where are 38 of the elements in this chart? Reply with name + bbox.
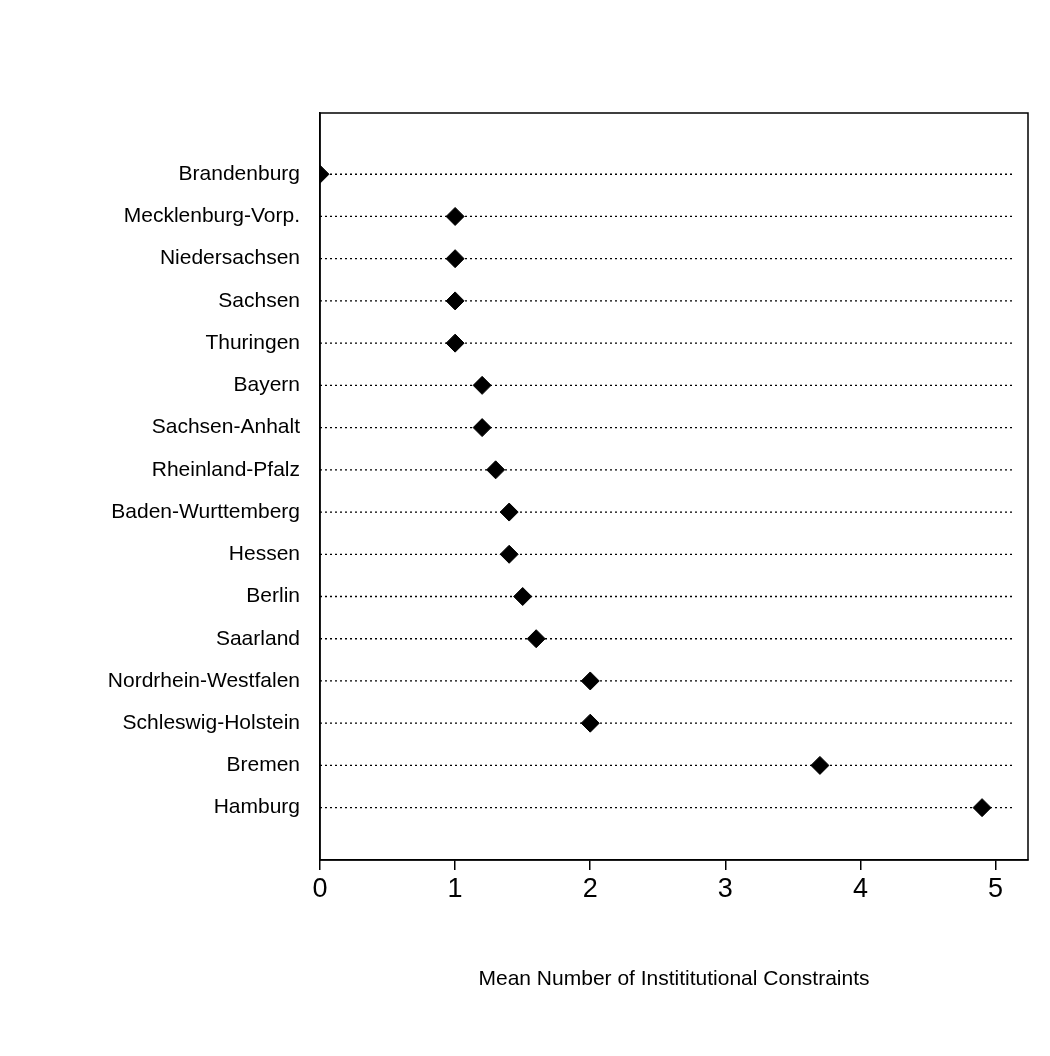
point: [445, 333, 465, 353]
y-tick-label: Hessen: [228, 541, 300, 565]
point: [499, 502, 519, 522]
point: [499, 544, 519, 564]
point: [472, 418, 492, 438]
point: [526, 629, 546, 649]
y-tick-label: Brandenburg: [178, 161, 300, 185]
point: [445, 206, 465, 226]
y-tick-label: Sachsen: [218, 287, 300, 311]
x-tick-label: 2: [582, 872, 598, 903]
x-tick-label: 5: [988, 872, 1004, 903]
x-tick-label: 3: [717, 872, 733, 903]
y-tick-label: Baden-Wurttemberg: [111, 498, 300, 522]
x-tick-label: 1: [447, 872, 463, 903]
y-tick-label: Berlin: [246, 583, 300, 607]
point: [445, 249, 465, 269]
point: [580, 671, 600, 691]
y-tick-label: Niedersachsen: [159, 245, 300, 269]
y-tick-label: Sachsen-Anhalt: [151, 414, 301, 438]
y-tick-label: Schleswig-Holstein: [122, 709, 300, 733]
point: [580, 713, 600, 733]
x-tick-label: 0: [312, 872, 328, 903]
y-tick-label: Bayern: [233, 372, 300, 396]
y-tick-label: Bremen: [226, 752, 300, 776]
y-tick-label: Saarland: [215, 625, 300, 649]
y-tick-label: Rheinland-Pfalz: [151, 456, 300, 480]
point: [513, 587, 533, 606]
x-axis-title: Mean Number of Instititutional Constraints: [478, 966, 870, 990]
y-tick-label: Mecklenburg-Vorp.: [123, 203, 300, 227]
point: [445, 291, 465, 311]
point: [472, 375, 492, 395]
y-tick-label: Hamburg: [213, 794, 300, 818]
point: [486, 460, 506, 480]
y-tick-label: Thuringen: [205, 329, 300, 353]
y-tick-label: Nordrhein-Westfalen: [107, 667, 300, 691]
point: [972, 798, 992, 818]
x-tick-label: 4: [852, 872, 868, 903]
point: [810, 755, 830, 775]
